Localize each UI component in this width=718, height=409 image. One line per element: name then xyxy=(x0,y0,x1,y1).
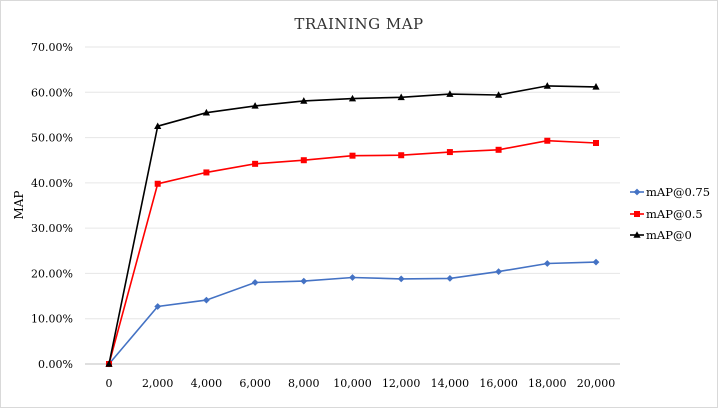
series-layer xyxy=(105,82,600,368)
data-point xyxy=(203,296,210,304)
data-point xyxy=(251,102,259,109)
y-tick-label: 60.00% xyxy=(31,86,73,99)
y-tick-label: 40.00% xyxy=(31,177,73,190)
data-point xyxy=(543,82,551,89)
x-tick-label: 18,000 xyxy=(528,377,567,390)
data-point xyxy=(397,93,405,101)
series-mAP@0.5 xyxy=(106,137,599,367)
y-tick-label: 30.00% xyxy=(31,222,73,235)
grid-lines xyxy=(85,46,620,365)
data-point xyxy=(592,83,600,90)
legend-item: mAP@0.75 xyxy=(630,185,710,199)
legend-label: mAP@0.75 xyxy=(646,185,710,199)
data-point xyxy=(544,137,551,144)
data-point xyxy=(397,275,405,283)
legend-label: mAP@0 xyxy=(646,228,692,242)
data-point xyxy=(446,275,454,282)
data-point xyxy=(495,146,502,153)
y-tick-label: 20.00% xyxy=(31,267,73,280)
data-point xyxy=(446,149,453,156)
data-point xyxy=(446,90,454,97)
data-point xyxy=(252,160,259,167)
series-mAP@0 xyxy=(105,82,600,367)
series-line xyxy=(108,85,597,365)
legend-item: mAP@0 xyxy=(630,228,692,242)
x-tick-label: 0 xyxy=(106,377,113,390)
data-point xyxy=(300,277,308,285)
x-tick-label: 10,000 xyxy=(333,377,372,390)
data-point xyxy=(349,152,356,159)
data-point xyxy=(592,258,600,266)
chart-title: TRAINING MAP xyxy=(294,15,423,33)
x-tick-label: 2,000 xyxy=(142,377,174,390)
data-point xyxy=(154,122,162,130)
x-tick-label: 4,000 xyxy=(191,377,223,390)
legend-marker xyxy=(633,188,641,196)
data-point xyxy=(300,157,307,164)
x-tick-label: 14,000 xyxy=(431,377,470,390)
data-point xyxy=(593,140,599,147)
x-axis-ticks: 0 2,000 4,000 6,000 8,000 10,000 12,000 14,000 1… xyxy=(106,377,616,390)
legend: mAP@0.75 mAP@0.5 mAP@0 xyxy=(630,185,710,242)
legend-marker xyxy=(634,211,640,217)
legend-marker xyxy=(633,231,641,238)
data-point xyxy=(349,274,356,281)
data-point xyxy=(154,303,162,310)
series-mAP@0.75 xyxy=(105,258,600,368)
legend-item: mAP@0.5 xyxy=(630,207,703,221)
y-axis-label: MAP xyxy=(12,190,26,219)
x-tick-label: 8,000 xyxy=(288,377,320,390)
y-tick-label: 50.00% xyxy=(31,132,73,145)
data-point xyxy=(251,279,259,286)
series-line xyxy=(108,139,597,365)
data-point xyxy=(300,97,308,104)
legend-label: mAP@0.5 xyxy=(646,207,703,221)
data-point xyxy=(203,169,210,176)
y-tick-label: 0.00% xyxy=(38,358,73,371)
y-tick-label: 10.00% xyxy=(31,313,73,326)
data-point xyxy=(105,360,113,367)
data-point xyxy=(154,180,161,187)
data-point xyxy=(495,91,503,98)
data-point xyxy=(348,94,357,102)
data-point xyxy=(398,152,405,159)
y-axis-ticks: 0.00% 10.00% 20.00% 30.00% 40.00% 50.00% 60.00… xyxy=(31,41,73,371)
x-tick-label: 12,000 xyxy=(382,377,421,390)
data-point xyxy=(202,108,210,116)
x-tick-label: 6,000 xyxy=(239,377,271,390)
data-point xyxy=(495,268,502,276)
y-tick-label: 70.00% xyxy=(31,41,73,54)
data-point xyxy=(543,260,551,267)
x-tick-label: 16,000 xyxy=(479,377,518,390)
x-tick-label: 20,000 xyxy=(577,377,616,390)
